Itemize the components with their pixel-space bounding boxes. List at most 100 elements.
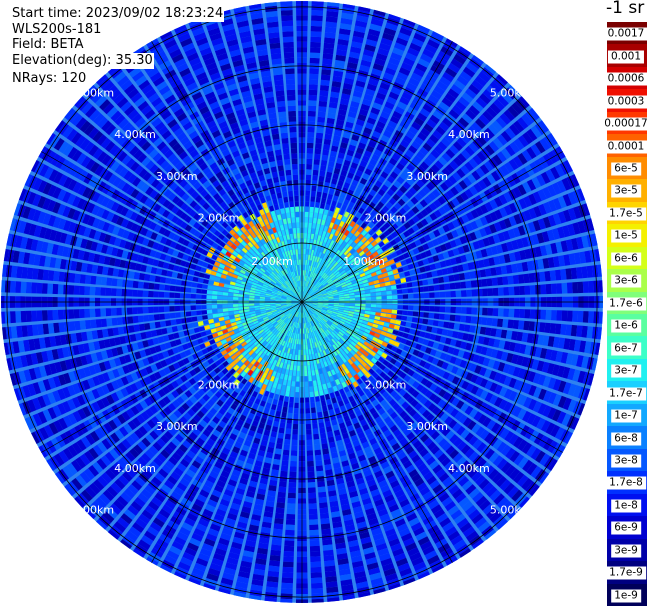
- range-gate: [295, 333, 298, 339]
- range-gate: [431, 406, 441, 415]
- range-gate: [314, 311, 319, 316]
- range-gate: [318, 276, 323, 282]
- range-gate: [282, 454, 289, 461]
- range-gate: [335, 378, 341, 386]
- range-gate: [509, 450, 520, 463]
- range-gate: [356, 247, 363, 254]
- range-gate: [321, 292, 327, 295]
- range-gate: [349, 545, 360, 553]
- range-gate: [308, 105, 317, 112]
- range-gate: [383, 383, 391, 391]
- range-gate: [357, 226, 364, 233]
- range-gate: [442, 203, 451, 213]
- range-gate: [338, 238, 344, 245]
- range-gate: [364, 357, 371, 364]
- range-gate: [271, 469, 279, 476]
- range-gate: [470, 374, 479, 384]
- range-gate: [401, 62, 413, 72]
- range-gate: [369, 572, 382, 581]
- range-gate: [297, 355, 301, 361]
- range-gate: [357, 233, 364, 240]
- range-gate: [482, 237, 491, 247]
- range-gate: [299, 312, 301, 318]
- range-gate: [348, 539, 359, 548]
- range-gate: [290, 359, 294, 366]
- range-gate: [545, 283, 552, 295]
- range-gate: [508, 390, 518, 402]
- range-gate: [541, 361, 550, 373]
- range-gate: [402, 305, 409, 310]
- range-gate: [467, 262, 475, 270]
- range-gate: [323, 331, 328, 337]
- range-gate: [443, 321, 450, 329]
- range-gate: [309, 327, 313, 333]
- range-gate: [447, 464, 459, 475]
- range-gate: [458, 414, 468, 424]
- range-gate: [451, 397, 460, 407]
- range-gate: [475, 495, 488, 507]
- range-gate: [350, 241, 357, 248]
- range-gate: [285, 524, 295, 531]
- range-gate: [322, 307, 328, 310]
- range-gate: [325, 21, 337, 28]
- range-gate: [369, 437, 378, 446]
- range-gate: [471, 513, 484, 525]
- range-gate: [311, 10, 324, 16]
- range-gate: [427, 427, 437, 437]
- range-gate: [383, 222, 391, 229]
- range-gate: [349, 295, 355, 298]
- range-gate: [305, 317, 307, 323]
- range-gate: [594, 249, 601, 262]
- range-gate: [362, 210, 370, 218]
- range-gate: [370, 577, 384, 586]
- range-gate: [369, 350, 377, 357]
- range-gate: [355, 119, 365, 127]
- range-gate: [547, 184, 557, 197]
- range-gate: [581, 266, 588, 279]
- range-gate: [462, 417, 472, 428]
- range-gate: [571, 354, 579, 366]
- range-gate: [421, 273, 428, 279]
- range-gate: [500, 500, 513, 513]
- range-gate: [311, 348, 315, 355]
- range-gate: [378, 278, 385, 283]
- range-gate: [553, 256, 560, 268]
- range-gate: [360, 536, 372, 545]
- range-gate: [328, 305, 334, 308]
- range-gate: [313, 279, 317, 285]
- range-gate: [326, 321, 332, 326]
- range-gate: [424, 332, 431, 339]
- range-gate: [442, 224, 451, 233]
- range-gate: [521, 261, 529, 272]
- range-gate: [138, 323, 146, 331]
- range-gate: [443, 275, 450, 283]
- range-gate: [313, 312, 319, 317]
- range-gate: [315, 143, 322, 150]
- range-gate: [343, 82, 353, 90]
- range-gate: [380, 134, 390, 143]
- range-gate: [323, 302, 329, 304]
- range-gate: [324, 204, 331, 211]
- range-gate: [419, 448, 429, 458]
- range-gate: [385, 528, 397, 537]
- range-gate: [339, 174, 346, 182]
- range-gate: [536, 360, 545, 372]
- range-gate: [303, 259, 306, 265]
- range-gate: [479, 499, 491, 511]
- range-gate: [501, 242, 509, 253]
- range-gate: [317, 111, 326, 118]
- range-gate: [524, 248, 532, 259]
- range-gate: [338, 259, 345, 266]
- range-gate: [317, 303, 324, 305]
- range-gate: [327, 279, 333, 284]
- range-gate: [403, 221, 411, 230]
- range-gate: [418, 189, 427, 198]
- range-gate: [313, 164, 320, 171]
- range-gate: [423, 171, 433, 181]
- range-gate: [429, 383, 438, 392]
- range-gate: [393, 273, 400, 280]
- range-gate: [307, 276, 310, 282]
- range-gate: [422, 48, 435, 59]
- range-gate: [317, 299, 324, 301]
- range-gate: [379, 379, 387, 387]
